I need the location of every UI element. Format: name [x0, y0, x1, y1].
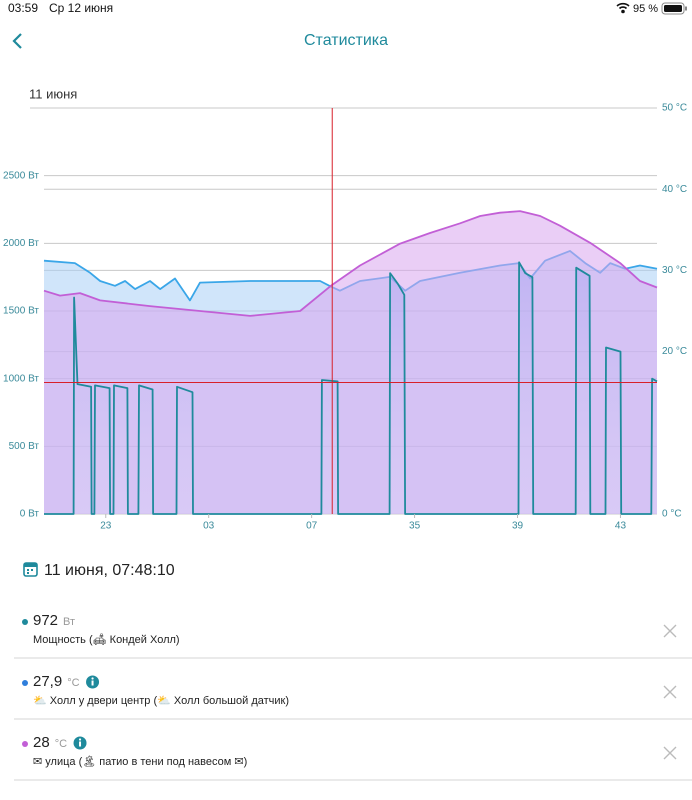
series-dot	[22, 741, 28, 747]
readout-label: Мощность (🛋 Кондей Холл)	[33, 633, 180, 646]
y-tick-label: 2000 Вт	[3, 238, 39, 249]
readout-unit: °C	[55, 738, 67, 750]
back-button[interactable]	[12, 33, 22, 49]
x-tick-label: 23	[100, 521, 112, 532]
y2-tick-label: 50 °C	[662, 103, 687, 114]
info-icon-stem	[79, 741, 82, 747]
y2-tick-label: 40 °C	[662, 184, 687, 195]
series-line	[44, 261, 658, 515]
readout-unit: °C	[67, 677, 79, 689]
y-tick-label: 1500 Вт	[3, 306, 39, 317]
series-area	[44, 262, 657, 514]
readout-list: 972 Вт Мощность (🛋 Кондей Холл) 27,9 °C ⛅ Хол…	[14, 612, 692, 781]
y2-tick-label: 20 °C	[662, 346, 687, 357]
remove-button[interactable]	[663, 685, 677, 699]
x-tick-label: 43	[615, 521, 627, 532]
battery-percent: 95 %	[633, 3, 658, 15]
readout-datetime: 11 июня, 07:48:10	[44, 562, 175, 579]
wifi-icon	[616, 2, 630, 14]
series-area	[44, 211, 657, 514]
readout-value: 27,9	[33, 673, 62, 690]
readout-label: ✉ улица (🏝 патио в тени под навесом ✉)	[33, 755, 247, 768]
y-tick-label: 0 Вт	[20, 509, 40, 520]
x-tick-label: 35	[409, 521, 421, 532]
y-tick-label: 2500 Вт	[3, 170, 39, 181]
chart: 0 Вт 500 Вт 1000 Вт 1500 Вт 2000 Вт 2500 Вт 0 …	[3, 103, 687, 532]
x-tick-label: 07	[306, 521, 318, 532]
calendar-icon	[23, 562, 38, 577]
readout-value: 28	[33, 734, 50, 751]
readout-label: ⛅ Холл у двери центр (⛅ Холл большой дат…	[33, 695, 289, 707]
y2-tick-label: 0 °C	[662, 509, 682, 520]
header-title: Статистика	[304, 32, 388, 49]
battery-icon	[661, 2, 687, 15]
info-icon-dot	[91, 677, 94, 680]
status-time: 03:59	[8, 1, 38, 15]
y-tick-label: 1000 Вт	[3, 373, 39, 384]
info-icon-stem	[91, 680, 94, 686]
status-date: Ср 12 июня	[49, 1, 113, 15]
readout-value: 972	[33, 612, 58, 629]
remove-button[interactable]	[663, 624, 677, 638]
series-dot	[22, 680, 28, 686]
series-line	[43, 210, 658, 317]
y-tick-label: 500 Вт	[9, 441, 40, 452]
chart-title: 11 июня	[29, 86, 77, 101]
y2-tick-label: 30 °C	[662, 265, 687, 276]
info-icon-dot	[78, 738, 82, 741]
readout-unit: Вт	[63, 616, 75, 628]
x-tick-label: 03	[203, 521, 215, 532]
x-tick-label: 39	[512, 521, 524, 532]
series-dot	[22, 619, 28, 625]
remove-button[interactable]	[663, 746, 677, 760]
